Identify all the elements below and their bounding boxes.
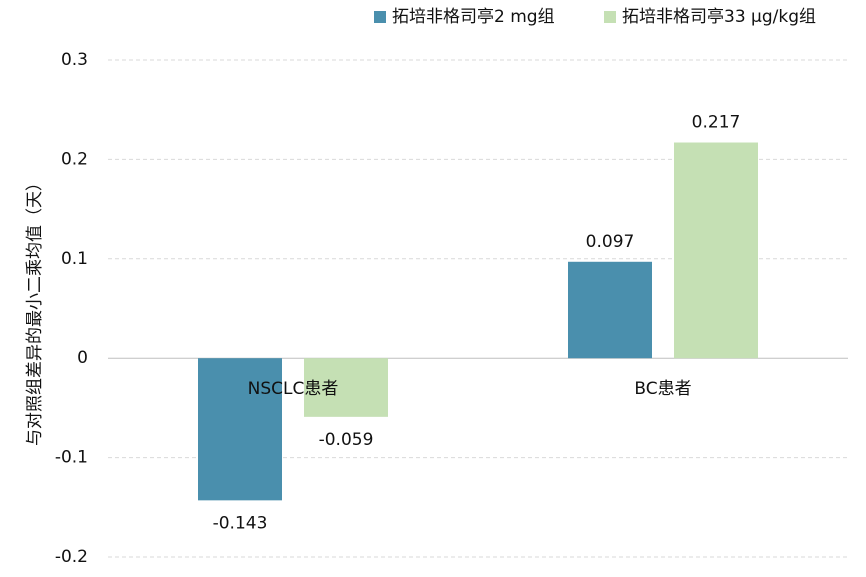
x-tick-label: NSCLC患者 xyxy=(248,379,339,399)
bar xyxy=(304,358,388,417)
data-label: -0.143 xyxy=(213,513,268,533)
y-tick-label: 0 xyxy=(77,348,88,368)
y-axis-label: 与对照组差异的最小二乘均值（天） xyxy=(25,174,45,446)
legend-swatch xyxy=(374,11,386,23)
legend-label: 拓培非格司亭33 μg/kg组 xyxy=(622,7,816,27)
y-tick-label: 0.1 xyxy=(61,249,88,269)
x-tick-label: BC患者 xyxy=(634,379,691,399)
data-label: 0.217 xyxy=(692,113,741,133)
bar xyxy=(568,261,652,359)
y-tick-label: 0.3 xyxy=(61,50,88,70)
bar xyxy=(674,142,758,359)
legend-swatch xyxy=(604,11,616,23)
legend-label: 拓培非格司亭2 mg组 xyxy=(392,7,555,27)
bar xyxy=(198,358,282,501)
y-tick-label: -0.2 xyxy=(55,547,88,567)
data-label: 0.097 xyxy=(586,232,635,252)
y-tick-label: 0.2 xyxy=(61,149,88,169)
data-label: -0.059 xyxy=(319,430,374,450)
y-tick-label: -0.1 xyxy=(55,448,88,468)
